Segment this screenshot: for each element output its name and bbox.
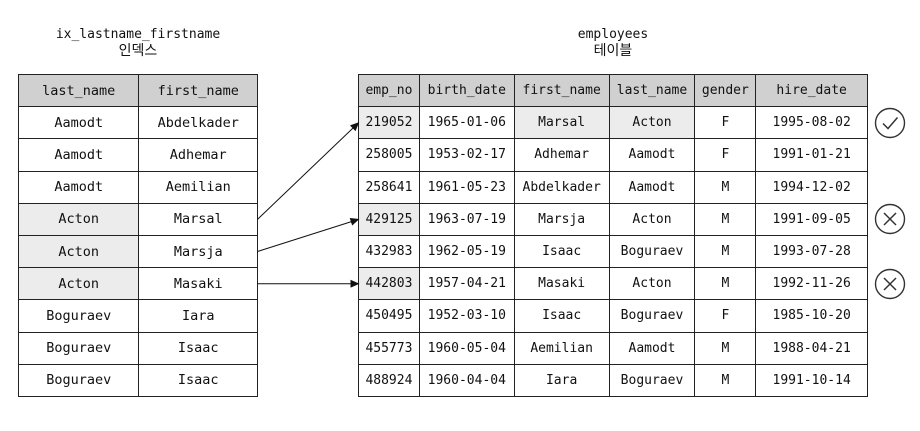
index-cell: Acton bbox=[17, 234, 140, 269]
index-table: last_name first_name Aamodt Abdelkader Aamo… bbox=[17, 73, 258, 397]
index-row: Boguraev Isaac bbox=[17, 331, 258, 365]
index-header-row: last_name first_name bbox=[17, 73, 258, 108]
employees-cell: F bbox=[694, 299, 757, 333]
employees-cell: Iara bbox=[513, 363, 610, 397]
employees-cell: 488924 bbox=[358, 363, 420, 397]
table-caption: employees 테이블 bbox=[358, 27, 868, 59]
index-row: Boguraev Iara bbox=[17, 299, 258, 333]
employees-cell: 1992-11-26 bbox=[755, 267, 868, 301]
employees-cell: M bbox=[694, 331, 757, 365]
employees-cell: M bbox=[694, 267, 757, 301]
employees-cell: M bbox=[694, 363, 757, 397]
index-column-header: last_name bbox=[17, 73, 140, 108]
employees-row: 442803 1957-04-21 Masaki Acton M 1992-11-26 bbox=[358, 267, 868, 301]
index-cell: Aemilian bbox=[138, 170, 258, 204]
employees-cell: 1960-04-04 bbox=[418, 363, 515, 397]
index-row: Aamodt Adhemar bbox=[17, 138, 258, 172]
employees-row: 429125 1963-07-19 Marsja Acton M 1991-09-05 bbox=[358, 202, 868, 236]
employees-row: 432983 1962-05-19 Isaac Boguraev M 1993-07-28 bbox=[358, 234, 868, 269]
employees-cell: Aemilian bbox=[513, 331, 610, 365]
cross-icon bbox=[874, 268, 906, 299]
employees-row: 488924 1960-04-04 Iara Boguraev M 1991-10-14 bbox=[358, 363, 868, 397]
employees-cell: Marsja bbox=[513, 202, 610, 236]
employees-cell: Masaki bbox=[513, 267, 610, 301]
index-row: Aamodt Aemilian bbox=[17, 170, 258, 204]
index-row: Boguraev Isaac bbox=[17, 363, 258, 397]
table-title: employees bbox=[577, 27, 649, 42]
index-row: Acton Masaki bbox=[17, 267, 258, 301]
employees-cell: 450495 bbox=[358, 299, 420, 333]
employees-cell: Marsal bbox=[513, 106, 610, 140]
employees-cell: Boguraev bbox=[608, 299, 696, 333]
employees-row: 450495 1952-03-10 Isaac Boguraev F 1985-10-20 bbox=[358, 299, 868, 333]
employees-cell: M bbox=[694, 202, 757, 236]
index-cell: Isaac bbox=[138, 363, 258, 397]
employees-cell: Aamodt bbox=[608, 138, 696, 172]
employees-cell: F bbox=[694, 106, 757, 140]
index-column-header: first_name bbox=[138, 73, 258, 108]
employees-cell: 1991-10-14 bbox=[755, 363, 868, 397]
employees-cell: 1960-05-04 bbox=[418, 331, 515, 365]
index-cell: Boguraev bbox=[17, 363, 140, 397]
index-cell: Marsja bbox=[138, 234, 258, 269]
employees-cell: 432983 bbox=[358, 234, 420, 269]
employees-table: emp_no birth_date first_name last_name gende… bbox=[358, 73, 868, 397]
employees-cell: Boguraev bbox=[608, 234, 696, 269]
employees-cell: M bbox=[694, 170, 757, 204]
employees-cell: 1994-12-02 bbox=[755, 170, 868, 204]
employees-row: 258005 1953-02-17 Adhemar Aamodt F 1991-01-21 bbox=[358, 138, 868, 172]
employees-cell: Acton bbox=[608, 106, 696, 140]
employees-row: 219052 1965-01-06 Marsal Acton F 1995-08-02 bbox=[358, 106, 868, 140]
index-cell: Abdelkader bbox=[138, 106, 258, 140]
index-row: Acton Marsal bbox=[17, 202, 258, 236]
employees-cell: 442803 bbox=[358, 267, 420, 301]
employees-column-header: gender bbox=[694, 73, 757, 108]
cross-icon bbox=[874, 204, 906, 235]
employees-header-row: emp_no birth_date first_name last_name gende… bbox=[358, 73, 868, 108]
employees-cell: 1985-10-20 bbox=[755, 299, 868, 333]
index-title: ix_lastname_firstname bbox=[55, 27, 221, 42]
index-cell: Isaac bbox=[138, 331, 258, 365]
employees-cell: M bbox=[694, 234, 757, 269]
employees-column-header: first_name bbox=[513, 73, 610, 108]
table-subtitle: 테이블 bbox=[593, 43, 633, 59]
employees-cell: F bbox=[694, 138, 757, 172]
employees-cell: 1991-01-21 bbox=[755, 138, 868, 172]
employees-cell: 258641 bbox=[358, 170, 420, 204]
index-cell: Aamodt bbox=[17, 138, 140, 172]
employees-cell: 1991-09-05 bbox=[755, 202, 868, 236]
index-cell: Aamodt bbox=[17, 106, 140, 140]
index-row: Aamodt Abdelkader bbox=[17, 106, 258, 140]
check-icon bbox=[874, 107, 906, 138]
index-caption: ix_lastname_firstname 인덱스 bbox=[18, 27, 258, 59]
lookup-arrow bbox=[257, 217, 360, 253]
index-row: Acton Marsja bbox=[17, 234, 258, 269]
index-cell: Acton bbox=[17, 267, 140, 301]
employees-cell: 258005 bbox=[358, 138, 420, 172]
index-cell: Adhemar bbox=[138, 138, 258, 172]
index-cell: Acton bbox=[17, 202, 140, 236]
employees-cell: 455773 bbox=[358, 331, 420, 365]
index-cell: Boguraev bbox=[17, 331, 140, 365]
employees-cell: Adhemar bbox=[513, 138, 610, 172]
employees-cell: Aamodt bbox=[608, 170, 696, 204]
lookup-arrow bbox=[257, 122, 360, 220]
index-subtitle: 인덱스 bbox=[118, 43, 158, 59]
employees-column-header: last_name bbox=[608, 73, 696, 108]
employees-column-header: emp_no bbox=[358, 73, 420, 108]
employees-cell: Boguraev bbox=[608, 363, 696, 397]
employees-cell: Abdelkader bbox=[513, 170, 610, 204]
index-cell: Marsal bbox=[138, 202, 258, 236]
